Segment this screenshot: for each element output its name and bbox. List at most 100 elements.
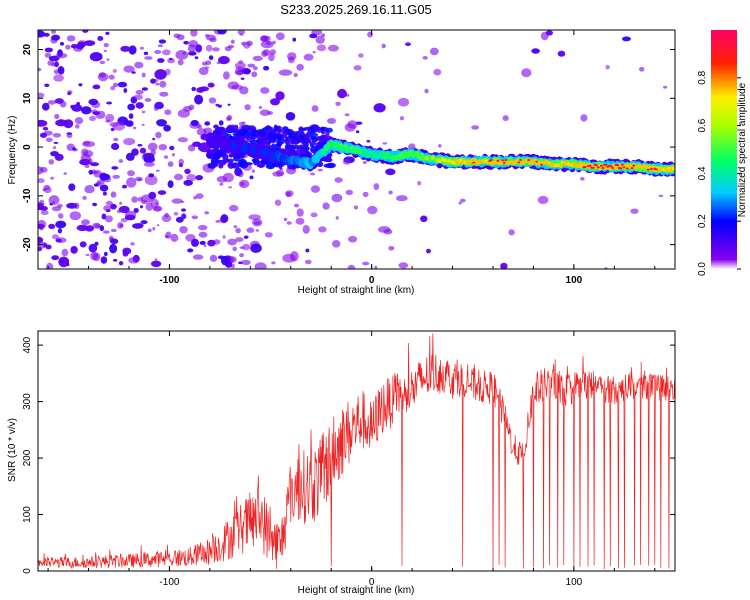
noise-blob [188, 51, 197, 56]
noise-blob [234, 167, 243, 177]
signal-ridge [205, 132, 675, 177]
noise-blob [537, 195, 549, 205]
noise-blob [42, 126, 49, 131]
noise-blob [132, 126, 137, 130]
ridge-segment [630, 167, 634, 170]
x-tick-label: 0 [369, 275, 375, 286]
noise-blob [44, 47, 53, 53]
noise-blob [251, 158, 257, 162]
noise-blob [194, 94, 204, 105]
noise-blob [102, 191, 107, 196]
noise-blob [262, 49, 271, 56]
noise-blob [276, 141, 282, 148]
ridge-segment [527, 159, 530, 161]
colorbar-ticks: 0.0 0.2 0.4 0.6 0.8 [697, 70, 741, 276]
noise-blob [59, 100, 67, 108]
noise-blob [81, 106, 92, 115]
noise-blob [658, 194, 664, 197]
noise-blob [267, 135, 277, 142]
noise-blob [353, 205, 359, 210]
noise-blob [250, 130, 259, 137]
noise-blob [222, 153, 229, 161]
noise-blob [242, 243, 251, 251]
noise-blob [50, 176, 54, 180]
noise-blob [97, 36, 104, 41]
noise-blob [228, 256, 237, 263]
noise-blob [219, 182, 224, 186]
noise-blob [118, 261, 124, 266]
noise-blob [209, 37, 217, 43]
noise-blob [99, 225, 105, 232]
noise-blob [48, 195, 60, 206]
noise-blob [508, 229, 515, 236]
noise-blob [152, 137, 156, 141]
noise-blob [101, 173, 111, 181]
snr-x-axis-label: Height of straight line (km) [298, 585, 415, 596]
noise-blob [123, 65, 135, 73]
noise-blob [271, 261, 276, 265]
noise-blob [580, 114, 588, 122]
x-tick-label: -100 [159, 275, 179, 286]
noise-blob [251, 169, 255, 173]
ridge-segment [591, 166, 595, 169]
noise-blob [157, 58, 165, 63]
ridge-segment [583, 166, 587, 168]
noise-blob [238, 179, 250, 189]
noise-blob [40, 210, 49, 216]
spectrogram-x-axis-label: Height of straight line (km) [298, 285, 415, 296]
noise-blob [282, 131, 288, 139]
ridge-segment [424, 156, 429, 160]
noise-blob [120, 218, 128, 223]
noise-blob [192, 254, 204, 260]
noise-blob [155, 82, 160, 86]
noise-blob [358, 53, 364, 58]
noise-blob [122, 251, 129, 257]
y-tick-label: 300 [22, 393, 33, 410]
noise-blob [344, 113, 350, 117]
noise-blob [225, 261, 233, 268]
noise-blob [258, 130, 266, 137]
noise-blob [174, 173, 183, 181]
noise-blob [102, 230, 110, 234]
ridge-segment [600, 164, 603, 167]
noise-blob [161, 214, 172, 223]
noise-blob [327, 44, 339, 52]
noise-blob [557, 50, 566, 57]
ridge-segment [431, 156, 435, 160]
noise-blob [163, 155, 169, 159]
noise-blob [420, 215, 428, 223]
noise-blob [72, 147, 76, 151]
noise-blob [170, 233, 179, 242]
noise-blob [186, 173, 197, 182]
noise-blob [263, 126, 274, 131]
noise-blob [226, 114, 232, 121]
noise-blob [207, 239, 216, 247]
noise-blob [155, 131, 162, 139]
noise-blob [66, 35, 76, 42]
noise-blob [310, 212, 318, 218]
noise-blob [252, 218, 263, 227]
noise-blob [173, 33, 181, 39]
noise-blob [622, 36, 631, 42]
noise-blob [145, 202, 153, 211]
noise-blob [74, 202, 80, 209]
x-tick-label: 0 [369, 577, 375, 588]
noise-blob [283, 217, 288, 222]
noise-blob [267, 160, 274, 166]
noise-blob [205, 44, 213, 52]
noise-blob [299, 131, 305, 139]
noise-blob [310, 124, 320, 133]
noise-blob [305, 259, 312, 265]
noise-blob [157, 190, 167, 196]
noise-blob [94, 241, 99, 246]
noise-blob [84, 164, 90, 169]
ridge-segment [611, 166, 615, 169]
noise-blob [215, 103, 220, 107]
noise-blob [305, 248, 310, 253]
noise-blob [262, 138, 270, 144]
noise-blob [212, 47, 220, 52]
noise-blob [241, 41, 246, 46]
noise-blob [316, 44, 327, 52]
noise-blob [45, 137, 53, 143]
colorbar-tick-label: 0.2 [697, 214, 708, 228]
